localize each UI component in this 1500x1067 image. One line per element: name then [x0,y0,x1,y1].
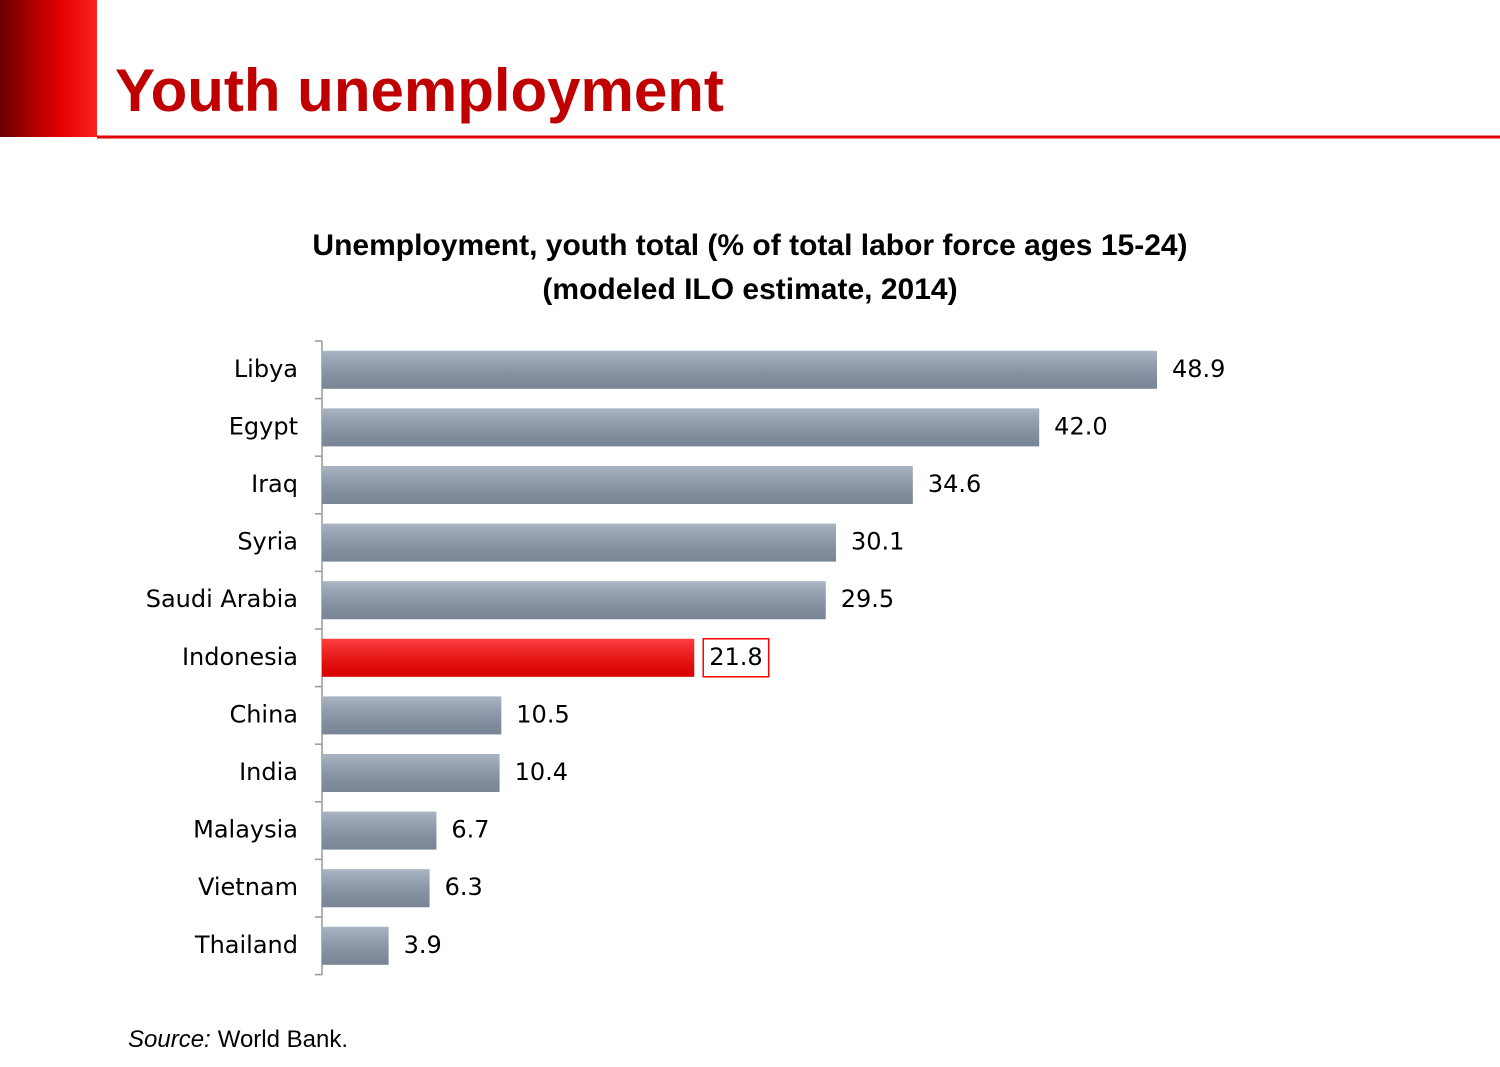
category-label: Malaysia [193,816,298,844]
category-label: Saudi Arabia [146,585,298,613]
category-label: Syria [237,528,298,556]
source: Source: World Bank. [128,1026,348,1053]
bar-shine [322,869,430,908]
bar-shine [322,696,502,735]
category-label: Egypt [229,412,298,440]
bar-shine [322,926,389,965]
category-label: Thailand [194,931,298,959]
bar-shine [322,581,826,620]
value-label: 34.6 [928,470,981,498]
category-label: India [239,758,298,786]
value-label: 21.8 [709,643,762,671]
bar-shine [322,811,437,850]
category-label: Iraq [251,470,298,498]
value-label: 6.3 [445,873,483,901]
chart-title: Unemployment, youth total (% of total la… [312,229,1187,262]
value-label: 10.4 [515,758,568,786]
highlight-box [702,638,770,678]
category-label: Indonesia [182,643,298,671]
bar-shine [322,350,1157,389]
header-accent [0,0,97,137]
value-label: 6.7 [451,816,489,844]
value-label: 42.0 [1054,412,1107,440]
value-label: 30.1 [851,528,904,556]
bar-shine [322,638,695,677]
value-label: 3.9 [404,931,442,959]
bar-shine [322,754,500,792]
value-label: 10.5 [516,700,569,728]
bar-shine [322,408,1040,447]
bar-shine [322,466,913,504]
value-label: 29.5 [841,585,894,613]
chart-subtitle: (modeled ILO estimate, 2014) [542,273,957,306]
source-text: World Bank. [218,1026,348,1053]
category-label: China [229,700,298,728]
value-label: 48.9 [1172,355,1225,383]
category-label: Vietnam [198,873,298,901]
category-label: Libya [234,355,298,383]
source-label: Source: [128,1026,211,1053]
bar-shine [322,523,836,562]
slide-title: Youth unemployment [115,57,724,124]
